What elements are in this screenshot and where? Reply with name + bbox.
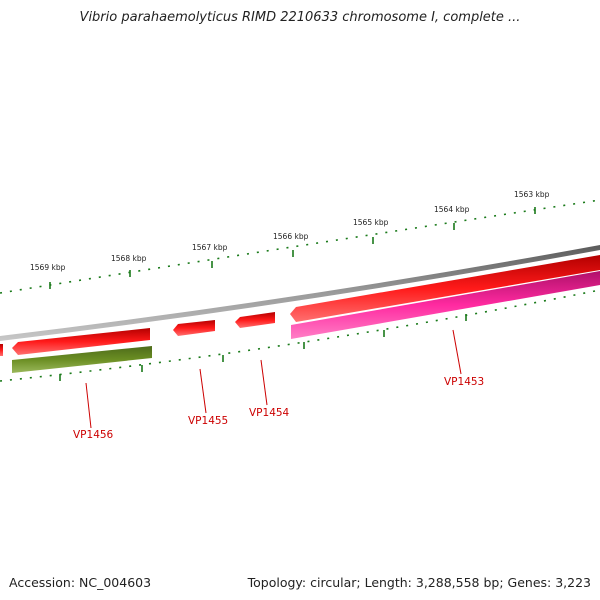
map-title: Vibrio parahaemolyticus RIMD 2210633 chr…	[79, 10, 521, 25]
inner-scale-ticks	[0, 289, 600, 382]
gene-arrow-vp1456[interactable]	[12, 328, 150, 355]
scale-label-1569: 1569 kbp	[30, 263, 66, 272]
gene-label-vp1456[interactable]: VP1456	[73, 429, 114, 441]
gene-label-vp1453[interactable]: VP1453	[444, 376, 484, 388]
scale-label-1566: 1566 kbp	[273, 232, 309, 241]
magenta-feature[interactable]	[291, 271, 600, 339]
label-leaders	[85, 329, 462, 429]
gene-label-vp1454[interactable]: VP1454	[249, 407, 290, 419]
scale-label-1567: 1567 kbp	[192, 243, 228, 252]
scale-label-1565: 1565 kbp	[353, 218, 389, 227]
scale-label-1563: 1563 kbp	[514, 190, 550, 199]
scale-label-1564: 1564 kbp	[434, 205, 470, 214]
gene-arrow-vp1455[interactable]	[173, 320, 215, 336]
olive-feature[interactable]	[12, 346, 152, 373]
gene-label-vp1455[interactable]: VP1455	[188, 415, 228, 427]
chromosome-backbone	[0, 245, 600, 341]
gene-arrow-vp1454[interactable]	[235, 312, 275, 328]
genome-summary-text: Topology: circular; Length: 3,288,558 bp…	[247, 575, 591, 590]
outer-scale-ticks	[0, 199, 600, 294]
gene-arrow-vp1453[interactable]	[290, 255, 600, 322]
accession-text: Accession: NC_004603	[9, 575, 152, 590]
scale-label-1568: 1568 kbp	[111, 254, 147, 263]
gene-arrow-partial[interactable]	[0, 344, 3, 356]
